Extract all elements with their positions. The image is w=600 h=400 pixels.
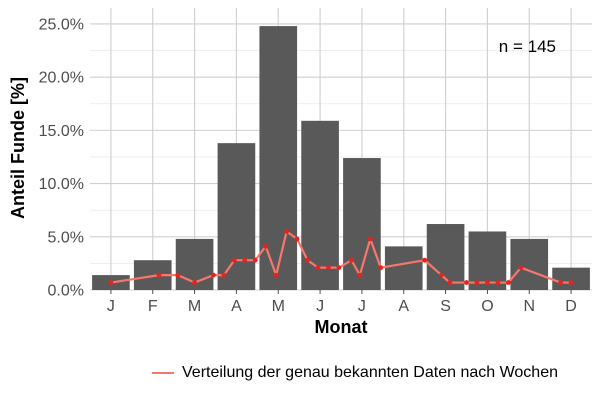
weekly-line-point: [464, 280, 469, 285]
weekly-line-point: [349, 257, 354, 263]
x-tick-label: A: [231, 298, 242, 315]
weekly-line-point: [336, 265, 342, 271]
x-tick-label: A: [398, 298, 409, 315]
weekly-line-point: [495, 280, 501, 285]
weekly-line-point: [294, 236, 300, 242]
x-tick-label: N: [523, 298, 535, 315]
bar-d-12: [552, 267, 590, 290]
weekly-line-point: [357, 272, 363, 278]
weekly-line-point: [422, 257, 428, 263]
x-tick-label: J: [107, 298, 115, 315]
x-tick-label: M: [272, 298, 285, 315]
weekly-line-point: [367, 236, 373, 242]
weekly-line-point: [518, 265, 524, 271]
weekly-line-point: [242, 257, 248, 263]
y-tick-label: 20.0%: [39, 70, 84, 87]
bars: [92, 26, 590, 290]
weekly-line-point: [485, 280, 490, 285]
y-axis-title: Anteil Funde [%]: [8, 77, 28, 219]
weekly-line-point: [263, 243, 269, 249]
weekly-line-point: [305, 257, 310, 263]
bar-a-4: [217, 143, 256, 290]
legend-line-key: [152, 372, 174, 374]
x-axis-title: Monat: [315, 317, 368, 337]
weekly-line-point: [505, 280, 511, 285]
weekly-line-point: [474, 280, 480, 285]
x-tick-label: S: [440, 298, 451, 315]
y-tick-label: 0.0%: [48, 283, 84, 300]
weekly-line-point: [558, 280, 564, 285]
legend-label: Verteilung der genau bekannten Daten nac…: [182, 364, 558, 381]
x-tick-label: O: [481, 298, 493, 315]
bar-a-8: [384, 246, 423, 290]
weekly-line-point: [568, 280, 574, 285]
weekly-line-point: [108, 280, 114, 285]
weekly-line-point: [221, 272, 227, 278]
x-tick-label: D: [565, 298, 577, 315]
bar-j-6: [301, 120, 339, 290]
legend: Verteilung der genau bekannten Daten nac…: [152, 362, 558, 384]
weekly-line-point: [439, 272, 444, 278]
bar-n-11: [510, 238, 549, 290]
x-tick-label: J: [316, 298, 324, 315]
weekly-line-point: [273, 272, 279, 278]
x-tick-label: J: [358, 298, 366, 315]
bar-m-5: [259, 26, 298, 290]
y-tick-label: 15.0%: [39, 123, 84, 140]
weekly-line-point: [284, 229, 290, 234]
weekly-line-point: [326, 265, 331, 271]
weekly-line-point: [156, 272, 162, 278]
weekly-line-point: [211, 272, 216, 278]
weekly-line-point: [252, 257, 258, 263]
y-tick-label: 10.0%: [39, 176, 84, 193]
weekly-line: [108, 229, 574, 285]
y-tick-labels: 0.0% 5.0% 10.0% 15.0% 20.0% 25.0%: [39, 16, 84, 299]
weekly-line-point: [447, 280, 453, 285]
weekly-line-point: [315, 265, 321, 271]
sample-size-annotation: n = 145: [499, 37, 556, 56]
x-tick-label: F: [148, 298, 158, 315]
y-tick-label: 25.0%: [39, 16, 84, 33]
weekly-line-point: [175, 272, 181, 278]
y-tick-label: 5.0%: [48, 229, 84, 246]
x-tick-label: M: [188, 298, 201, 315]
weekly-line-point: [231, 257, 237, 263]
weekly-line-point: [192, 280, 197, 285]
weekly-line-point: [378, 265, 384, 271]
